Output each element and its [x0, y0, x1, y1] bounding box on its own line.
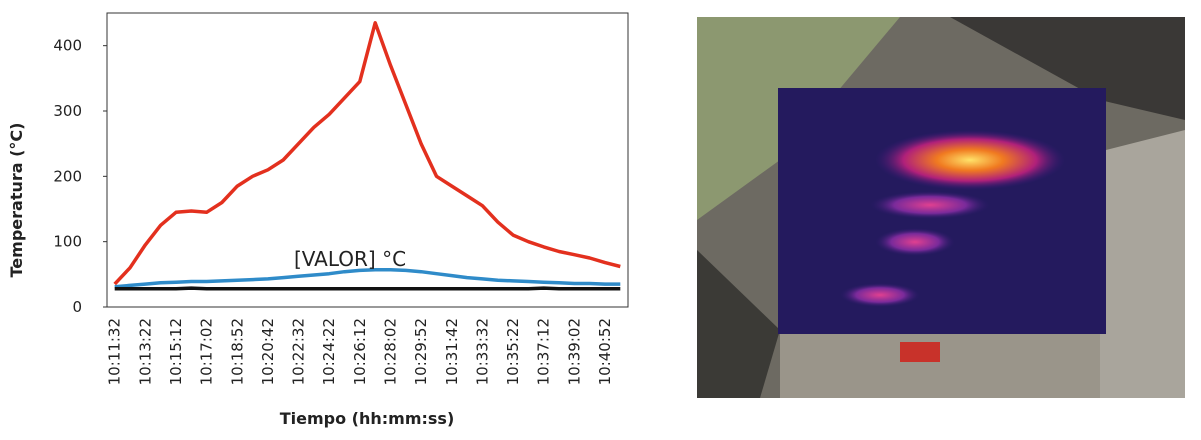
x-tick-label: 10:26:12 [351, 318, 369, 385]
x-tick-label: 10:20:42 [259, 318, 277, 385]
y-tick-label: 200 [53, 167, 82, 185]
x-tick-label: 10:28:02 [381, 318, 399, 385]
chart: Temperatura (°C) Tiempo (hh:mm:ss) 0 100 2… [7, 12, 629, 428]
annotation: [VALOR] °C [294, 247, 406, 271]
y-tick-label: 300 [53, 102, 82, 120]
x-tick-label: 10:33:32 [473, 318, 491, 385]
x-tick-label: 10:24:22 [320, 318, 338, 385]
y-tick-label: 100 [53, 233, 82, 251]
plot-frame [106, 12, 629, 308]
x-tick-label: 10:35:22 [504, 318, 522, 385]
series-line [114, 286, 621, 291]
y-axis-title: Temperatura (°C) [7, 123, 26, 278]
x-tick-label: 10:22:32 [290, 318, 308, 385]
x-tick-label: 10:31:42 [443, 318, 461, 385]
x-tick-label: 10:39:02 [565, 318, 583, 385]
y-tick-label: 400 [53, 37, 82, 55]
series-line [113, 21, 621, 286]
x-tick-label: 10:37:12 [535, 318, 553, 385]
x-tick-label: 10:29:52 [412, 318, 430, 385]
x-tick-label: 10:13:22 [136, 318, 154, 385]
photo [697, 17, 1185, 398]
x-tick-label: 10:40:52 [596, 318, 614, 385]
x-tick-label: 10:11:32 [106, 318, 124, 385]
x-tick-label: 10:18:52 [228, 318, 246, 385]
series-line [114, 268, 621, 289]
x-axis-title: Tiempo (hh:mm:ss) [280, 409, 455, 428]
x-tick-label: 10:15:12 [167, 318, 185, 385]
y-tick-label: 0 [72, 298, 82, 316]
x-tick-label: 10:17:02 [198, 318, 216, 385]
